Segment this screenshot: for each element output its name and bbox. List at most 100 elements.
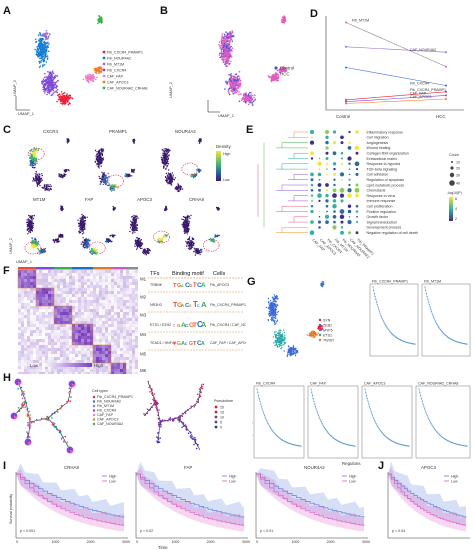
- c-highlight-ring: [27, 147, 45, 161]
- umap-point: [220, 50, 223, 53]
- umap-point: [52, 76, 55, 79]
- f-heat-cell: [27, 285, 30, 288]
- umap-point: [48, 78, 50, 80]
- f-heat-cell: [54, 288, 57, 291]
- f-heat-cell: [60, 285, 63, 288]
- umap-point: [189, 217, 191, 219]
- umap-point: [228, 79, 231, 82]
- legend-swatch-b: [274, 66, 278, 70]
- f-heat-cell: [129, 273, 132, 276]
- umap-point: [40, 80, 43, 83]
- umap-point: [44, 51, 47, 53]
- umap-point: [184, 230, 186, 232]
- f-heat-cell: [123, 273, 126, 276]
- f-heat-cell: [117, 276, 120, 279]
- umap-point: [239, 82, 241, 85]
- umap-point: [36, 179, 39, 181]
- umap-point: [230, 80, 232, 83]
- umap-point: [102, 183, 105, 186]
- f-heat-cell: [84, 285, 87, 288]
- f-heat-cell: [78, 273, 81, 276]
- e-dot: [332, 130, 337, 134]
- c-density-map: [29, 138, 70, 192]
- e-term-label: Regulation of apoptosis: [367, 178, 405, 182]
- umap-point: [220, 40, 223, 42]
- d-point: [345, 66, 347, 69]
- umap-point: [34, 247, 36, 249]
- umap-point: [227, 53, 230, 56]
- e-dot: [355, 193, 359, 198]
- umap-point: [181, 188, 184, 190]
- umap-point: [191, 237, 193, 239]
- umap-point: [82, 237, 84, 239]
- f-heat-cell: [18, 270, 21, 273]
- umap-point: [58, 96, 60, 98]
- umap-point: [238, 93, 240, 96]
- umap-point: [188, 220, 190, 222]
- umap-point: [99, 159, 101, 162]
- density-title: Density: [216, 144, 231, 149]
- umap-point: [102, 151, 104, 153]
- f-heat-cell: [24, 270, 27, 273]
- e-dot: [348, 141, 351, 144]
- c-highlight-ring: [181, 162, 199, 176]
- umap-point: [34, 244, 36, 247]
- umap-point: [166, 149, 169, 151]
- umap-point: [36, 247, 39, 250]
- d-series-line: [345, 67, 447, 86]
- f-heat-cell: [51, 288, 54, 291]
- e-dot: [348, 130, 351, 134]
- umap-point: [48, 43, 50, 45]
- umap-point: [64, 170, 66, 172]
- umap-point: [33, 246, 35, 249]
- umap-point: [69, 98, 71, 100]
- f-heat-cell: [105, 276, 108, 279]
- f-heat-cell: [81, 273, 84, 276]
- umap-point: [40, 52, 42, 55]
- umap-point: [221, 55, 223, 57]
- umap-point: [167, 163, 169, 165]
- e-dot: [347, 188, 352, 193]
- f-heat-cell: [93, 273, 96, 276]
- umap-point: [102, 148, 104, 150]
- umap-point: [83, 244, 86, 246]
- e-size-legend: Count 10 20 30 40: [449, 153, 460, 186]
- umap-point: [129, 227, 132, 229]
- umap-point: [110, 241, 112, 243]
- c-density-map: [160, 138, 202, 193]
- d-x-label-hcc: HCC: [436, 114, 446, 119]
- f-heat-cell: [51, 276, 54, 279]
- f-heat-cell: [135, 273, 138, 276]
- umap-point: [53, 77, 56, 79]
- umap-point: [47, 89, 49, 91]
- f-heat-cell: [117, 273, 120, 276]
- umap-point: [28, 226, 30, 229]
- umap-point: [187, 219, 189, 221]
- umap-point: [162, 150, 164, 152]
- umap-point: [26, 223, 29, 226]
- panel-label-b: B: [160, 5, 168, 17]
- umap-point: [228, 46, 230, 48]
- umap-point: [214, 241, 216, 243]
- e-dot: [333, 210, 336, 213]
- umap-point: [35, 175, 37, 177]
- f-heat-cell: [75, 270, 78, 273]
- e-dot: [326, 189, 328, 192]
- umap-point: [43, 185, 46, 187]
- umap-point: [222, 61, 225, 63]
- f-heat-cell: [117, 282, 120, 285]
- umap-point: [31, 242, 33, 244]
- e-dot: [340, 199, 344, 203]
- umap-point: [182, 216, 185, 218]
- umap-point: [223, 55, 225, 58]
- umap-point: [30, 227, 32, 230]
- e-dot: [332, 214, 337, 219]
- umap-point: [41, 82, 43, 85]
- f-heat-cell: [135, 285, 138, 288]
- umap-point: [86, 76, 89, 78]
- umap-point: [39, 39, 42, 41]
- f-heat-cell: [51, 282, 54, 285]
- umap-point: [226, 44, 228, 46]
- umap-point: [71, 97, 73, 99]
